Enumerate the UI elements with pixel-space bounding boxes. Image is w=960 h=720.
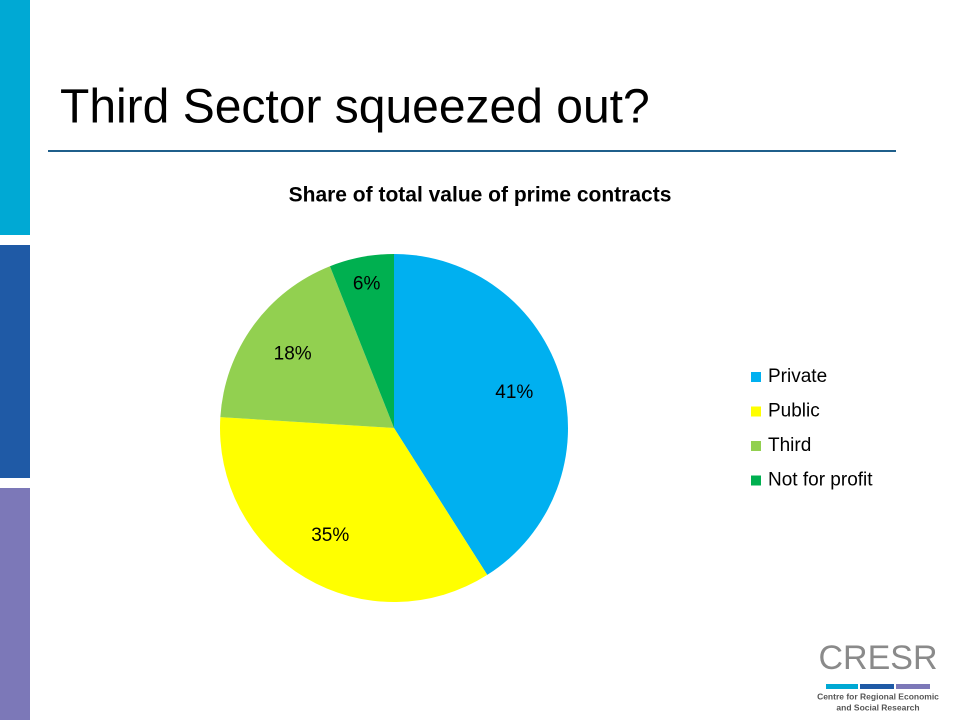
accent-bar xyxy=(0,245,30,478)
legend-label: Not for profit xyxy=(768,470,873,491)
logo-bar xyxy=(826,684,858,689)
data-label: 6% xyxy=(353,273,381,294)
legend-swatch xyxy=(751,372,761,382)
data-label: 18% xyxy=(274,343,312,364)
legend-swatch xyxy=(751,475,761,486)
accent-bar xyxy=(0,0,30,235)
chart-title: Share of total value of prime contracts xyxy=(289,184,672,207)
legend-label: Private xyxy=(768,366,827,387)
logo-text: and Social Research xyxy=(836,702,919,712)
data-label: 35% xyxy=(311,525,349,546)
logo-text: Centre for Regional Economic xyxy=(817,691,939,701)
pie-slice xyxy=(220,417,488,602)
data-label: 41% xyxy=(495,382,533,403)
legend-label: Third xyxy=(768,435,811,456)
pie-slice xyxy=(220,266,394,428)
logo: CRESR Centre for Regional Economic and S… xyxy=(817,639,939,712)
logo-bar xyxy=(896,684,930,689)
pie-slice xyxy=(394,254,569,575)
logo-name: CRESR xyxy=(818,639,937,677)
pie-slice xyxy=(329,254,394,428)
accent-bar xyxy=(0,488,30,720)
legend-swatch xyxy=(751,441,761,451)
legend-swatch xyxy=(751,406,761,417)
legend-label: Public xyxy=(768,401,820,422)
slide-title: Third Sector squeezed out? xyxy=(60,81,650,134)
logo-bar xyxy=(860,684,894,689)
